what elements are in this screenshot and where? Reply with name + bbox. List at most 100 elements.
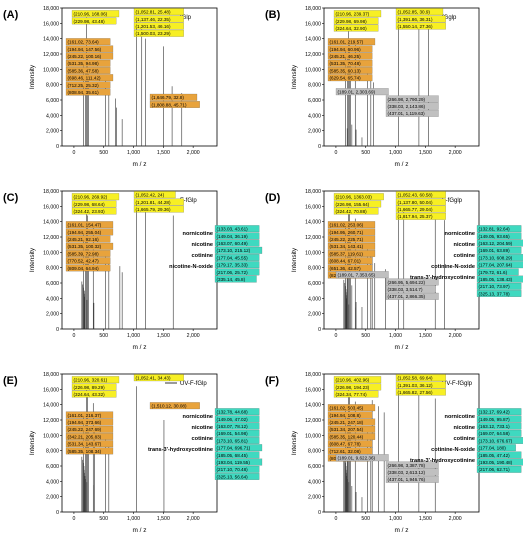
peak-label: (1,137.80, 50.04) [395, 198, 446, 206]
peak-label-text: (132.78, 44.68) [217, 410, 249, 415]
peak-label: (217.06, 62.71) [476, 465, 522, 473]
peak-label: (1,550.14, 27.36) [395, 22, 446, 30]
peak-label-box [65, 88, 111, 96]
y-tick-label: 14,000 [305, 403, 321, 409]
peak-label-text: (177.04, 207.64) [479, 263, 513, 268]
peak-label: (173.10, 215.12) [214, 246, 263, 254]
peak-label: (169.01, 54.98) [214, 429, 260, 437]
peak-label-box [335, 271, 389, 279]
peak-label-box [65, 228, 114, 236]
peak-label-text: (712.61, 32.08) [330, 449, 362, 454]
peak-label-text: (161.01, 216.37) [68, 413, 102, 418]
peak-label-box [385, 95, 439, 103]
y-tick-label: 8,000 [46, 266, 59, 272]
peak-label-text: (1,052.85, 30.9) [398, 10, 431, 15]
peak-label-box [214, 451, 260, 459]
peak-label-text: (189.01, 7,353.65) [338, 273, 376, 278]
peak-label-box [65, 81, 111, 89]
peak-label: (531.35, 70.48) [327, 59, 373, 67]
peak-label-box [327, 228, 376, 236]
peak-label-text: (531.35, 70.48) [330, 61, 362, 66]
peak-label-box [214, 437, 260, 444]
peak-label-box [327, 411, 373, 419]
peak-label-text: (608.44, 67.01) [330, 259, 362, 264]
peak-label: (194.94, 60.96) [327, 45, 373, 53]
y-tick-label: 16,000 [43, 204, 59, 210]
peak-label-text: (132.81, 92.64) [479, 227, 511, 232]
peak-label: (712.61, 32.08) [327, 447, 373, 455]
peak-label-box [133, 8, 184, 16]
peak-label: (437.01, 1,119.63) [385, 109, 439, 117]
y-axis-title: Intensity [291, 430, 298, 455]
peak-label-text: (161.02, 503.45) [330, 406, 364, 411]
y-tick-label: 14,000 [43, 37, 59, 43]
peak-label-text: (585.35, 120.44) [330, 434, 364, 439]
peak-label: (194.95, 260.71) [327, 228, 376, 236]
y-tick-label: 8,000 [46, 449, 59, 455]
peak-label: (194.94, 373.66) [65, 418, 114, 426]
peak-label-text: (608.47, 67.78) [330, 442, 362, 447]
x-tick-label: 2,000 [187, 333, 200, 339]
peak-label-box [149, 101, 200, 108]
x-axis-title: m / z [394, 344, 408, 351]
peak-label-text: (531.35, 100.32) [68, 244, 102, 249]
peak-label-box [333, 207, 379, 215]
y-tick-label: 10,000 [305, 250, 321, 256]
compound-annotation: nornicotine [445, 414, 475, 420]
peak-label-box [476, 458, 523, 466]
x-tick-label: 0 [72, 150, 75, 156]
peak-label-box [214, 422, 260, 430]
legend-entry: UV-F-fGglp [442, 381, 473, 387]
peak-label-text: (437.01, 1,946.76) [388, 477, 426, 482]
peak-label-box [333, 193, 384, 201]
x-tick-label: 2,000 [449, 333, 462, 339]
peak-label: (149.05, 93.65) [476, 232, 522, 240]
peak-label-box [327, 433, 376, 440]
peak-label-text: (698.46, 111.42) [68, 76, 102, 81]
chart-panel: (E) 0 2,000 4,000 6,000 8,000 10,000 12,000 14,0… [3, 372, 263, 534]
peak-label: (324.42, 23.93) [71, 207, 117, 215]
x-tick-label: 1,500 [419, 333, 432, 339]
peak-label-box [133, 198, 184, 206]
peak-label-text: (163.12, 204.59) [479, 241, 513, 246]
peak-label: (1,052.41, 34.43) [133, 374, 184, 382]
peak-label-box [214, 268, 260, 276]
peak-label: (229.98, 69.98) [333, 17, 379, 25]
peak-label-text: (809.04, 64.94) [68, 266, 100, 271]
peak-label-text: (185.05, 68.45) [217, 453, 249, 458]
peak-label-box [71, 376, 120, 384]
peak-label-box [149, 93, 198, 101]
peak-label-box [214, 429, 260, 437]
legend-entry: fGglp [442, 15, 457, 21]
peak-label-text: (437.01, 2,866.35) [388, 294, 426, 299]
peak-label-box [335, 454, 389, 462]
peak-label-box [476, 282, 522, 290]
peak-label-text: (712.25, 25.32) [68, 83, 100, 88]
y-axis-title: Intensity [29, 64, 36, 89]
legend: UV-F-fGlp [165, 381, 207, 387]
peak-label-text: (226.98, 194.23) [336, 385, 370, 390]
x-tick-label: 1,000 [389, 516, 402, 522]
peak-label-box [214, 246, 263, 254]
y-tick-label: 10,000 [305, 433, 321, 439]
compound-annotation: cotinine [192, 436, 213, 442]
peak-label-text: (169.01, 54.98) [217, 431, 249, 436]
compound-annotation: nicotine-N-oxide [169, 264, 213, 270]
peak-label-box [476, 408, 522, 416]
peak-label-box [333, 200, 382, 208]
peak-label-text: (338.03, 2,613.12) [388, 470, 426, 475]
peak-label: (437.01, 2,866.35) [385, 292, 439, 300]
peak-label-box [71, 17, 117, 25]
x-tick-label: 2,000 [187, 150, 200, 156]
peak-label-box [385, 109, 439, 117]
peak-label: (177.04, 180) [476, 444, 516, 452]
peak-label-box [327, 221, 376, 229]
peak-label-box [333, 17, 379, 25]
y-tick-label: 12,000 [43, 418, 59, 424]
y-tick-label: 18,000 [305, 189, 321, 195]
y-tick-label: 12,000 [43, 52, 59, 58]
peak-label-box [476, 275, 523, 283]
peak-label-box [395, 374, 446, 382]
y-tick-label: 10,000 [43, 67, 59, 73]
